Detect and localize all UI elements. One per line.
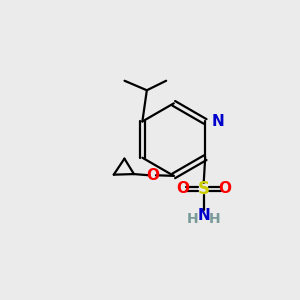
- Text: N: N: [212, 114, 224, 129]
- Text: O: O: [218, 182, 231, 196]
- Text: N: N: [197, 208, 210, 223]
- Text: S: S: [198, 180, 210, 198]
- Text: H: H: [187, 212, 198, 226]
- Text: O: O: [176, 182, 189, 196]
- Text: O: O: [146, 168, 159, 183]
- Text: H: H: [209, 212, 221, 226]
